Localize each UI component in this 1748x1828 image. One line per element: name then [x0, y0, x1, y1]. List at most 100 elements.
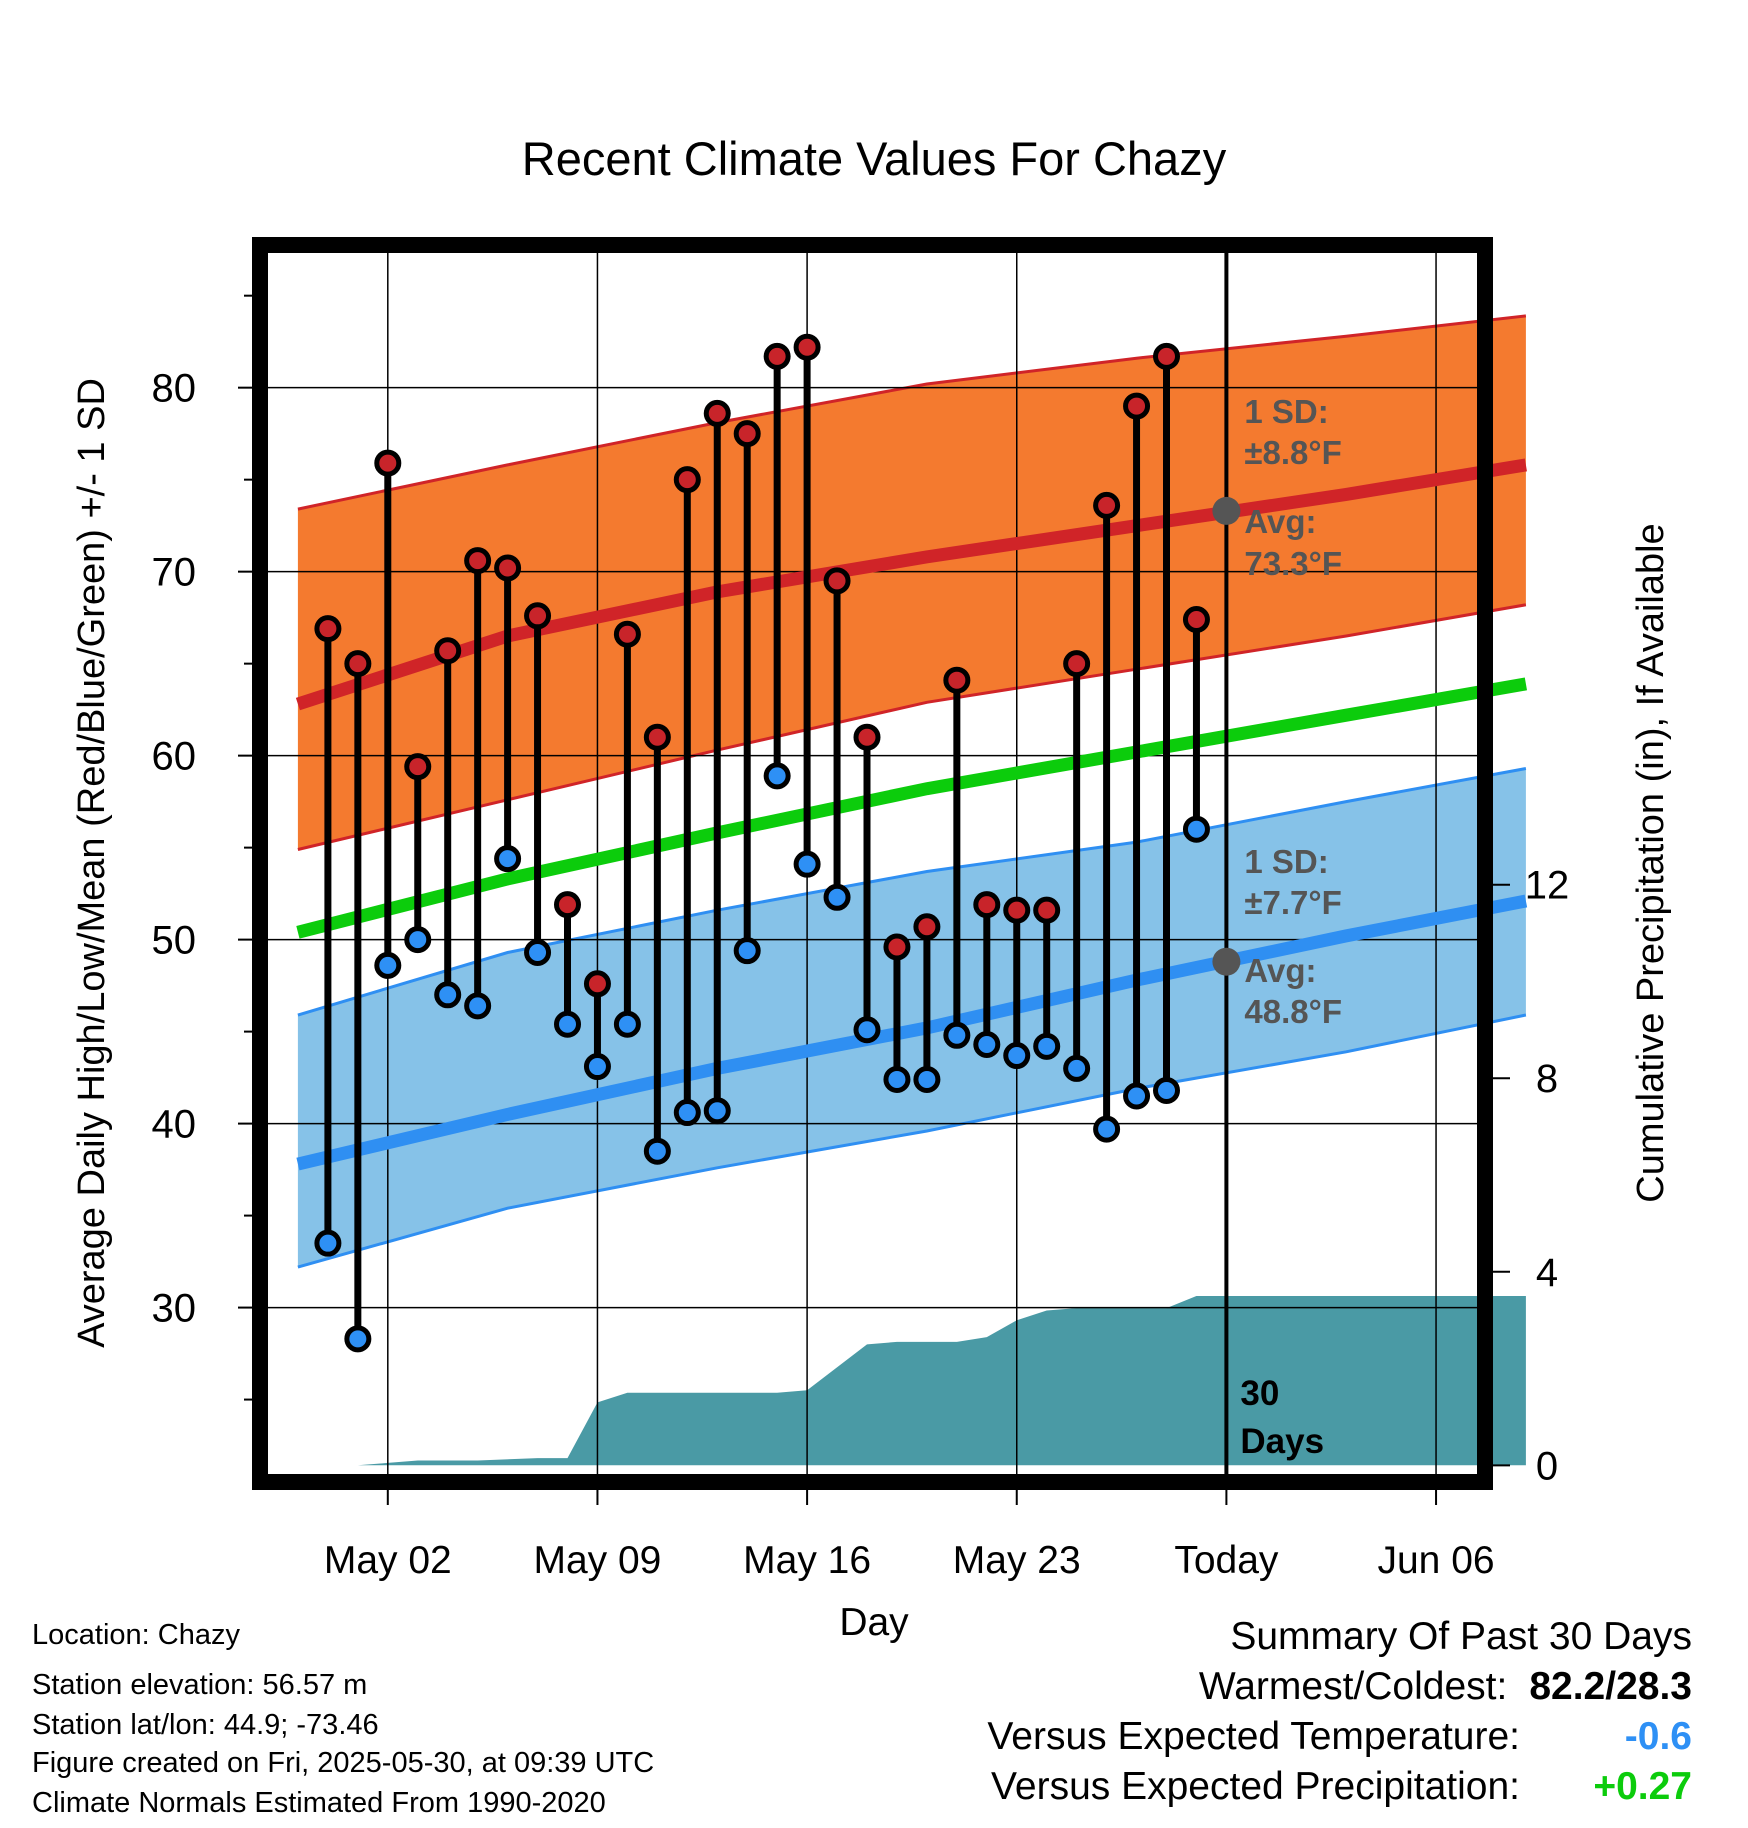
observed-high-point	[374, 449, 402, 477]
plot-border	[252, 237, 1493, 1490]
y-tick-label: 80	[152, 367, 197, 411]
y2-tick-label: 12	[1525, 864, 1570, 908]
observed-high-point	[314, 615, 342, 643]
plot-frame	[252, 237, 1493, 1490]
observed-low-point	[943, 1021, 971, 1049]
observed-high-point	[1093, 491, 1121, 519]
chart-title: Recent Climate Values For Chazy	[522, 132, 1227, 185]
observed-high-point	[583, 970, 611, 998]
observed-low-point	[404, 926, 432, 954]
observed-high-point	[344, 650, 372, 678]
observed-low-point	[703, 1097, 731, 1125]
high-sd-value: ±8.8°F	[1244, 434, 1341, 471]
footer-normals: Climate Normals Estimated From 1990-2020	[32, 1787, 606, 1819]
observed-low-point	[374, 951, 402, 979]
warmest-coldest-value: 82.2/28.3	[1529, 1665, 1692, 1708]
observed-high-point	[973, 891, 1001, 919]
low-avg-value: 48.8°F	[1244, 993, 1342, 1030]
high-avg-label: Avg:	[1244, 503, 1316, 540]
observed-low-point	[853, 1016, 881, 1044]
high-band-upper-edge	[297, 314, 1527, 511]
x-axis-label: Day	[839, 1601, 909, 1644]
y2-tick-label: 8	[1536, 1057, 1558, 1101]
observed-low-point	[913, 1065, 941, 1093]
footer-elevation: Station elevation: 56.57 m	[32, 1669, 368, 1701]
temp-label: Versus Expected Temperature:	[987, 1715, 1520, 1758]
observed-high-point	[494, 554, 522, 582]
high-avg-point	[1212, 496, 1241, 525]
low-band-upper-edge	[297, 767, 1527, 1017]
observed-low-point	[613, 1010, 641, 1038]
observations	[314, 333, 1210, 1353]
footer-latlon: Station lat/lon: 44.9; -73.46	[32, 1709, 379, 1741]
observed-high-point	[1182, 605, 1210, 633]
observed-low-point	[1033, 1032, 1061, 1060]
observed-high-point	[434, 637, 462, 665]
precip-label: Versus Expected Precipitation:	[991, 1765, 1520, 1808]
observed-high-point	[733, 420, 761, 448]
observed-high-point	[1123, 392, 1151, 420]
observed-low-point	[1003, 1042, 1031, 1070]
observed-high-point	[554, 891, 581, 919]
low-band-lower-edge	[297, 1013, 1527, 1269]
summary-precip: Versus Expected Precipitation: +0.27	[991, 1767, 1692, 1806]
observed-low-point	[1123, 1082, 1151, 1110]
temp-value: -0.6	[1624, 1715, 1692, 1758]
observed-high-point	[1153, 342, 1180, 370]
footer-location: Location: Chazy	[32, 1619, 240, 1651]
observed-high-point	[464, 547, 492, 575]
observed-low-point	[464, 992, 492, 1020]
low-avg-label: Avg:	[1244, 952, 1316, 989]
observed-high-point	[1063, 650, 1091, 678]
y-tick-label: 60	[152, 735, 197, 779]
observed-low-point	[434, 981, 462, 1009]
observed-high-point	[673, 466, 701, 494]
x-tick-label: May 02	[324, 1539, 452, 1582]
observed-low-point	[973, 1030, 1001, 1058]
low-band	[297, 768, 1526, 1268]
summary-warmest-coldest: Warmest/Coldest: 82.2/28.3	[1199, 1667, 1692, 1706]
x-tick-label: May 09	[533, 1539, 661, 1582]
observed-high-point	[703, 399, 731, 427]
observed-low-point	[1093, 1115, 1121, 1143]
observed-low-point	[643, 1137, 671, 1165]
y-tick-label: 40	[152, 1103, 197, 1147]
y-tick-label: 70	[152, 551, 197, 595]
summary-title: Summary Of Past 30 Days	[1230, 1615, 1692, 1658]
observed-low-point	[883, 1065, 911, 1093]
y-tick-label: 50	[152, 919, 197, 963]
high-band	[297, 315, 1526, 850]
low-sd-value: ±7.7°F	[1244, 884, 1341, 921]
observed-high-point	[613, 620, 641, 648]
observed-high-point	[1003, 896, 1031, 924]
normal-mean-line	[296, 677, 1528, 939]
footer-created: Figure created on Fri, 2025-05-30, at 09…	[32, 1747, 655, 1779]
annotations: 1 SD: ±8.8°F Avg: 73.3°F 1 SD: ±7.7°F Avg: 48.8…	[1212, 393, 1342, 1461]
observed-low-point	[823, 883, 851, 911]
observed-low-point	[673, 1099, 701, 1127]
observed-low-point	[763, 762, 791, 790]
low-sd-label: 1 SD:	[1244, 843, 1328, 880]
observed-low-point	[344, 1325, 372, 1353]
x-tick-label: May 16	[743, 1539, 871, 1582]
warmest-coldest-label: Warmest/Coldest:	[1198, 1665, 1508, 1708]
y2-axis-label: Cumulative Precipitation (in), If Availa…	[1630, 523, 1672, 1202]
period-number: 30	[1240, 1374, 1279, 1413]
observed-low-point	[1182, 815, 1210, 843]
observed-high-point	[883, 933, 911, 961]
observed-high-point	[763, 342, 791, 370]
axes: Recent Climate Values For Chazy 30 40 50 60 7…	[71, 132, 1672, 1644]
observed-high-point	[404, 753, 432, 781]
normal-bands	[297, 314, 1527, 1269]
observed-low-point	[583, 1053, 611, 1081]
observed-high-point	[913, 913, 941, 941]
precip-value: +0.27	[1593, 1765, 1692, 1808]
observed-high-point	[853, 723, 881, 751]
y2-tick-label: 4	[1536, 1251, 1558, 1295]
observed-low-point	[793, 850, 821, 878]
observed-low-point	[1063, 1054, 1091, 1082]
observed-high-point	[643, 723, 671, 751]
observed-high-point	[524, 602, 552, 630]
observed-high-point	[823, 567, 851, 595]
observed-low-point	[314, 1229, 342, 1257]
